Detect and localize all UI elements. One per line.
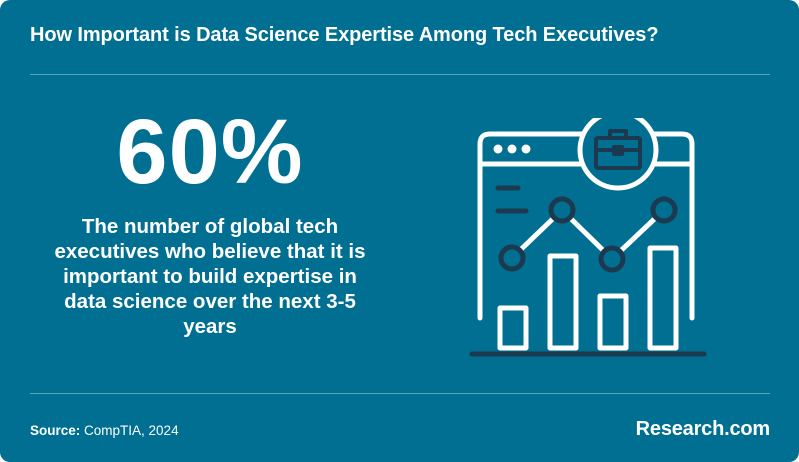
footer-divider [30, 393, 770, 394]
analytics-browser-icon [468, 109, 708, 368]
source-label: Source: [30, 423, 81, 438]
source-citation: Source: CompTIA, 2024 [30, 423, 179, 438]
statistic-description: The number of global tech executives who… [54, 215, 366, 338]
source-value: CompTIA, 2024 [84, 423, 179, 438]
statistic-value: 60% [116, 101, 304, 203]
infographic-title: How Important is Data Science Expertise … [30, 24, 659, 46]
brand-logo[interactable]: Research.com [635, 418, 771, 440]
title-divider [30, 74, 770, 75]
